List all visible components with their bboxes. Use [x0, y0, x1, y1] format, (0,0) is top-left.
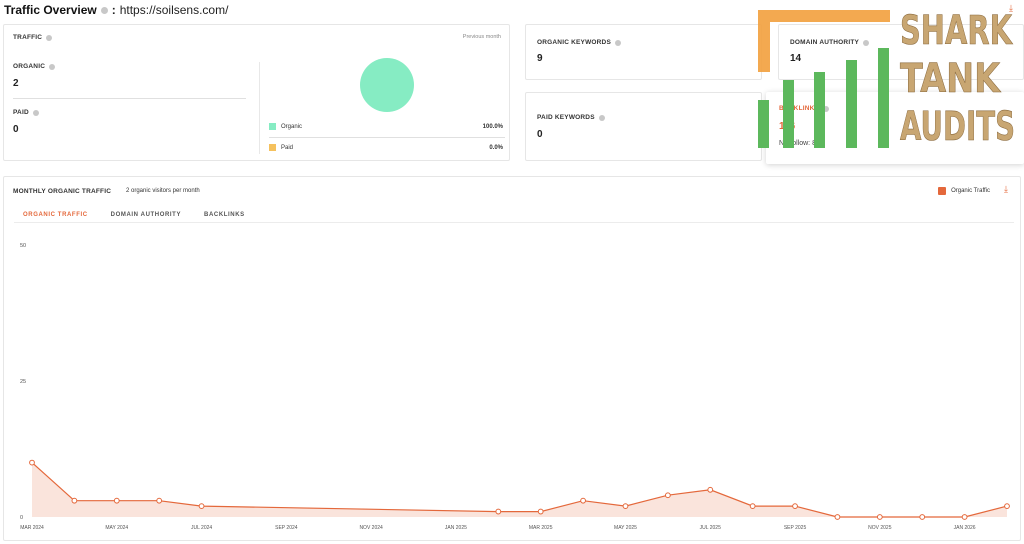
- domain-authority-value: 14: [790, 53, 802, 64]
- x-tick-label: JUL 2025: [700, 525, 721, 531]
- tabs-underline: [14, 222, 1014, 223]
- legend-paid: Paid 0.0%: [269, 144, 503, 151]
- logo-bar: [783, 80, 794, 148]
- download-icon[interactable]: ⤓: [1009, 3, 1013, 13]
- divider: [269, 137, 505, 138]
- nofollow-count: NoFollow: 8: [779, 140, 816, 147]
- info-icon[interactable]: [32, 109, 39, 116]
- data-point: [71, 497, 78, 504]
- data-point: [707, 486, 714, 493]
- chart-legend[interactable]: Organic Traffic: [938, 187, 990, 195]
- monthly-traffic-subtitle: 2 organic visitors per month: [126, 188, 200, 194]
- x-tick-label: JUL 2024: [191, 525, 212, 531]
- data-point: [1004, 503, 1010, 510]
- paid-keywords-value: 0: [537, 129, 543, 140]
- y-tick-label: 0: [20, 515, 23, 521]
- backlinks-card: BACKLINKS 116 NoFollow: 8: [766, 92, 1024, 164]
- info-icon[interactable]: [49, 63, 56, 70]
- x-tick-label: SEP 2024: [275, 525, 298, 531]
- tab-domain-authority[interactable]: DOMAIN AUTHORITY: [110, 212, 182, 218]
- period-selector[interactable]: Previous month: [462, 34, 501, 40]
- monthly-traffic-card: MONTHLY ORGANIC TRAFFIC 2 organic visito…: [3, 176, 1021, 541]
- data-point: [156, 497, 163, 504]
- legend-label: Organic Traffic: [951, 188, 990, 194]
- x-tick-label: MAR 2024: [20, 525, 44, 531]
- info-icon[interactable]: [46, 34, 53, 41]
- site-url[interactable]: https://soilsens.com/: [119, 3, 229, 17]
- domain-authority-card: DOMAIN AUTHORITY 14: [778, 24, 1024, 80]
- data-point: [29, 459, 35, 466]
- tab-backlinks[interactable]: BACKLINKS: [204, 212, 245, 218]
- organic-keywords-value: 9: [537, 53, 543, 64]
- data-point: [961, 514, 968, 520]
- x-tick-label: JAN 2025: [445, 525, 467, 531]
- download-icon[interactable]: ⤓: [1004, 184, 1008, 194]
- info-icon[interactable]: [863, 39, 870, 46]
- x-tick-label: MAR 2025: [529, 525, 553, 531]
- backlinks-label: BACKLINKS: [779, 105, 830, 112]
- logo-text-line2: TANK: [900, 56, 1002, 102]
- info-icon[interactable]: [598, 114, 605, 121]
- monthly-traffic-title: MONTHLY ORGANIC TRAFFIC: [13, 188, 112, 195]
- paid-keywords-card: PAID KEYWORDS 0: [525, 92, 762, 161]
- divider: [259, 62, 260, 154]
- info-icon[interactable]: [614, 39, 621, 46]
- data-point: [495, 508, 502, 515]
- traffic-pie-chart[interactable]: [360, 58, 414, 112]
- logo-bar: [878, 48, 889, 148]
- logo-bar: [846, 60, 857, 148]
- page-header: Traffic Overview : https://soilsens.com/: [4, 3, 228, 17]
- organic-value: 2: [13, 78, 19, 89]
- legend-percent: 100.0%: [482, 123, 503, 130]
- y-tick-label: 25: [20, 379, 26, 385]
- x-tick-label: NOV 2024: [359, 525, 383, 531]
- data-point: [749, 503, 756, 510]
- page-title: Traffic Overview: [4, 3, 97, 17]
- data-point: [113, 497, 120, 504]
- organic-keywords-card: ORGANIC KEYWORDS 9: [525, 24, 762, 80]
- series-area: [32, 462, 1007, 517]
- organic-label: ORGANIC: [13, 63, 56, 70]
- data-point: [834, 514, 841, 520]
- traffic-card: TRAFFIC Previous month ORGANIC 2 PAID 0 …: [3, 24, 510, 161]
- organic-swatch: [269, 123, 276, 130]
- logo-text-line1: SHARK: [900, 8, 1013, 54]
- paid-value: 0: [13, 124, 19, 135]
- info-icon[interactable]: [823, 105, 830, 112]
- data-point: [198, 503, 205, 510]
- x-tick-label: MAY 2024: [105, 525, 128, 531]
- data-point: [622, 503, 629, 510]
- legend-swatch: [938, 187, 947, 195]
- data-point: [537, 508, 544, 515]
- series-line: [31, 462, 1008, 518]
- data-point: [876, 514, 883, 520]
- divider: [13, 98, 246, 99]
- logo-bar: [814, 72, 825, 148]
- paid-label: PAID: [13, 109, 39, 116]
- legend-label: Paid: [281, 144, 294, 151]
- title-separator: :: [111, 3, 116, 17]
- x-tick-label: NOV 2025: [868, 525, 892, 531]
- paid-swatch: [269, 144, 276, 151]
- legend-label: Organic: [281, 123, 303, 130]
- organic-keywords-label: ORGANIC KEYWORDS: [537, 39, 621, 46]
- paid-keywords-label: PAID KEYWORDS: [537, 114, 605, 121]
- logo-text-line3: AUDITS: [900, 104, 1015, 150]
- x-tick-label: SEP 2025: [784, 525, 807, 531]
- data-point: [580, 497, 586, 504]
- data-point: [792, 503, 798, 510]
- data-point: [919, 514, 926, 520]
- organic-traffic-chart[interactable]: 0 25 50 MAR 2024 MAY 2024 JUL 2024 SEP 2024 NOV…: [4, 177, 1022, 542]
- legend-percent: 0.0%: [489, 144, 503, 151]
- traffic-label: TRAFFIC: [13, 34, 53, 41]
- logo-bar: [758, 100, 769, 148]
- legend-organic: Organic 100.0%: [269, 123, 503, 130]
- x-tick-label: JAN 2026: [954, 525, 976, 531]
- shark-tank-audits-logo: SHARK TANK AUDITS: [758, 8, 1015, 150]
- x-tick-label: MAY 2025: [614, 525, 637, 531]
- data-point: [664, 492, 671, 499]
- info-icon[interactable]: [100, 6, 108, 14]
- domain-authority-label: DOMAIN AUTHORITY: [790, 39, 870, 46]
- y-tick-label: 50: [20, 243, 26, 249]
